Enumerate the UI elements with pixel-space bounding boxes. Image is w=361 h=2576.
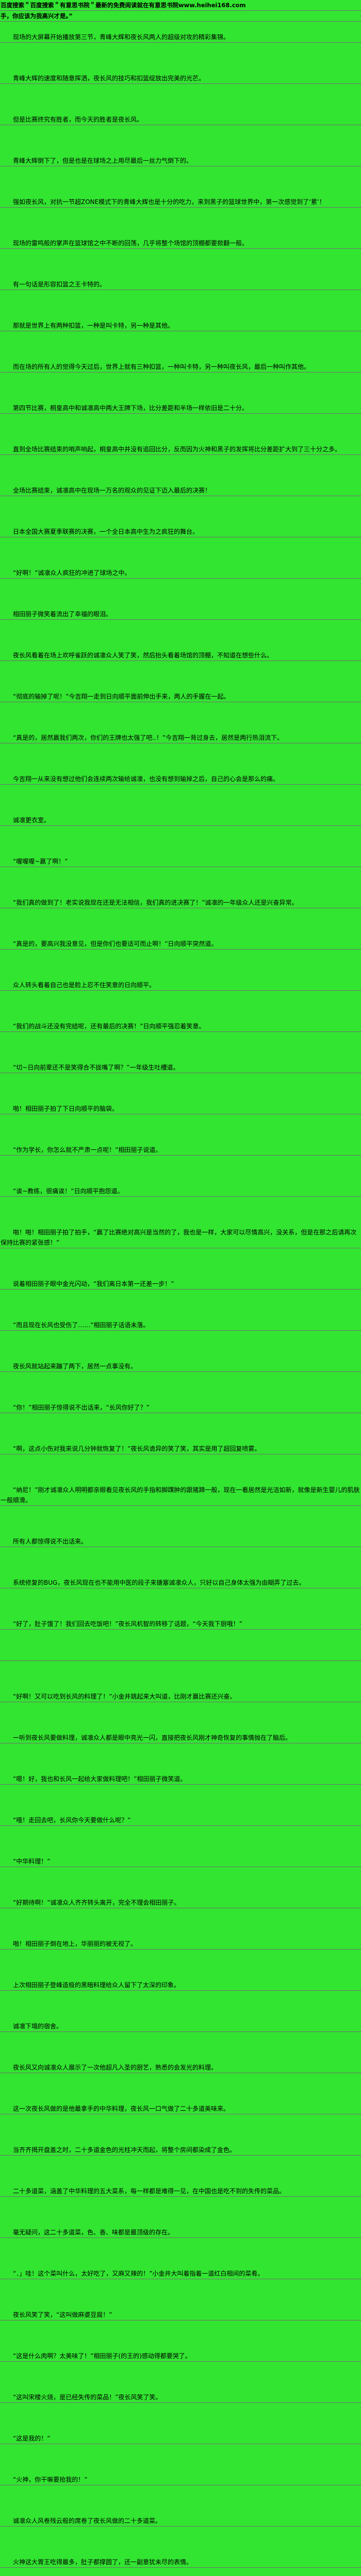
- paragraph: 现场的大屏幕开始播放第三节，青峰大辉和夜长风两人的超级对攻的精彩集锦。: [0, 32, 361, 43]
- paragraph: 系统修复的BUG，夜长风现在也不能用中医的段子来搪塞诚凛众人，只好以自己身体太强…: [0, 1578, 361, 1588]
- blank-rule: [0, 1650, 361, 1661]
- paragraph: “诶~教练，很痛诶！”日向顺平抱怨道。: [0, 1186, 361, 1197]
- paragraph: 毫无疑问，这二十多道菜，色、香、味都是最顶级的存在。: [0, 2227, 361, 2238]
- paragraph: “好了，肚子饿了！我们回去吃饭吧！”夜长风机智的转移了话题，“今天我下厨哦！”: [0, 1619, 361, 1630]
- paragraph: “我们的战斗还没有完结呢，还有最后的决赛！”日向顺平强忍着笑意。: [0, 1021, 361, 1032]
- paragraph: 相田丽子微笑着流出了幸福的眼泪。: [0, 609, 361, 620]
- paragraph: “切~日向前辈还不是笑得合不拢嘴了啊？”一年级生吐槽道。: [0, 1062, 361, 1073]
- paragraph: 有一句话是形容扣篮之王卡特的。: [0, 279, 361, 290]
- paragraph: 啪！相田丽子拍了下日向顺平的脑袋。: [0, 1104, 361, 1114]
- paragraph: 而在场的所有人的觉得今天过后，世界上就有三种扣篮，一种叫卡特，另一种叫夜长风，最…: [0, 362, 361, 372]
- paragraph: 啪！相田丽子倒在地上，华丽丽的被无视了。: [0, 1939, 361, 1950]
- promo-banner-tail: 手，你应该为我高兴才是。”: [0, 11, 361, 22]
- paragraph: “好期待啊！”诚凛众人齐齐转头离开，完全不理会相田丽子。: [0, 1897, 361, 1908]
- paragraph: “中华料理！”: [0, 1856, 361, 1867]
- paragraph: “而且现在长风也受伤了……”相田丽子话语未落。: [0, 1320, 361, 1331]
- paragraph: “好啊！又可以吃到长风的料理了！”小金井跳起来大叫道，比刚才赢比赛还兴奋。: [0, 1691, 361, 1702]
- paragraph: “我们真的做到了！老实说我现在还是无法相信，我们真的进决赛了！”诚凛的一年级众人…: [0, 897, 361, 908]
- paragraph: 那就是世界上有两种扣篮，一种是叫卡特，另一种是其他。: [0, 320, 361, 331]
- paragraph: “哦！走回去吧，长风你今天要做什么呢？”: [0, 1815, 361, 1826]
- paragraph: “作为学长，你怎么就不严肃一点呢！”相田丽子说道。: [0, 1145, 361, 1156]
- paragraph: 现场的雷鸣般的掌声在篮球馆之中不断的回荡，几乎将整个场馆的顶棚都要掀翻一般。: [0, 238, 361, 249]
- paragraph: 众人转头看着自己也是脸上忍不住笑意的日向顺平。: [0, 980, 361, 991]
- paragraph: 强如夜长风，对抗一节超ZONE模式下的青峰大辉也是十分的吃力，来到黑子的篮球世界…: [0, 197, 361, 208]
- paragraph: 夜长风就站起来蹦了两下，居然一点事没有。: [0, 1361, 361, 1372]
- paragraph: “这是什么肉啊？太美味了！”相田丽子(的王的)感动得都要哭了。: [0, 2351, 361, 2362]
- paragraph: 日本全国大赛夏季联赛的决赛，一个全日本高中生为之疯狂的舞台。: [0, 527, 361, 537]
- paragraph: 诚凛众人风卷残云般的席卷了夜长风做的二十多道菜。: [0, 2516, 361, 2527]
- paragraph: 青峰大辉的速度和随意挥洒，夜长风的技巧和扣篮绽放出完美的光芒。: [0, 73, 361, 84]
- paragraph: 二十多道菜，涵盖了中华料理的五大菜系，每一样都是难得一见，在中国也是吃不到的失传…: [0, 2186, 361, 2197]
- paragraph: “你！”相田丽子惊得说不出话来，“长风你好了？”: [0, 1402, 361, 1413]
- paragraph: 一听到夜长风要做料理，诚凛众人都是眼中亮光一闪，直接把夜长风刚才神奇恢复的事情抛…: [0, 1733, 361, 1743]
- paragraph: 啪！啪！相田丽子拍了拍手，“赢了比赛绝对高兴是当然的了，我也是一样，大家可以尽情…: [0, 1227, 361, 1248]
- paragraph: “这是我的！”: [0, 2433, 361, 2444]
- paragraph: “火神，你干嘛要抢我的！”: [0, 2475, 361, 2485]
- paragraph: 这一次夜长风做的是他最拿手的中华料理，夜长风一口气做了二十多道美味来。: [0, 2104, 361, 2114]
- paragraph: 青峰大辉倒下了，但是也是在球场之上用尽最后一丝力气倒下的。: [0, 156, 361, 166]
- paragraph: “这叫宋楼火烧，是已经失传的菜品！”夜长风笑了笑。: [0, 2392, 361, 2403]
- chapter-body: 现场的大屏幕开始播放第三节，青峰大辉和夜长风两人的超级对攻的精彩集锦。 青峰大辉…: [0, 32, 361, 2576]
- paragraph: 第四节比赛，桐皇高中和诚凛高中两大王牌下场，比分差距和半场一样依旧是二十分。: [0, 403, 361, 414]
- paragraph: 上次相田丽子登峰造极的黑暗料理给众人留下了太深的印象。: [0, 1980, 361, 1991]
- paragraph: “喔喔喔~赢了啊！”: [0, 856, 361, 867]
- paragraph: 说着相田丽子眼中金光闪动，“我们离日本第一还差一步！”: [0, 1279, 361, 1290]
- paragraph: 诚凛更衣室。: [0, 815, 361, 826]
- top-promo-banner: 百度搜索＂百度搜索＂有意思书院＂最新的免费阅读就在有意思书院www.heihei…: [0, 0, 361, 11]
- paragraph: 夜长风又向诚凛众人展示了一次他超凡入圣的厨艺，熟悉的会发光的料理。: [0, 2062, 361, 2073]
- paragraph: 诚凛下塌的宿舍。: [0, 2021, 361, 2032]
- paragraph: “嗯！好，我也和长风一起给大家做料理吧！”相田丽子微笑道。: [0, 1774, 361, 1785]
- paragraph: 当齐齐揭开盘盖之时，二十多道金色的光柱冲天而起，将整个房间都染成了金色。: [0, 2145, 361, 2156]
- paragraph: 火神这大胃王吃得最多，肚子都撑圆了，还一副意犹未尽的表情。: [0, 2557, 361, 2568]
- paragraph: “啊，这点小伤对我来说几分钟就恢复了！”夜长风诡异的笑了笑，其实是用了超回复喷雾…: [0, 1444, 361, 1454]
- paragraph: 全场比赛结束，诚凛高中在现场一万名的观众的见证下迈入最后的决赛！: [0, 485, 361, 496]
- promo-banner-text: 百度搜索＂百度搜索＂有意思书院＂最新的免费阅读就在有意思书院www.heihei…: [1, 2, 246, 9]
- paragraph: 今吉翔一从来没有想过他们会连续两次输给诚凛，也没有想到输掉之后，自己的心会是那么…: [0, 774, 361, 785]
- paragraph: “彻底的输掉了呢！”今吉翔一走到日向顺平面前伸出手来，两人的手握在一起。: [0, 691, 361, 702]
- top-spacer: [0, 22, 361, 32]
- paragraph: “．」哇！这个菜叫什么，太好吃了，又麻又辣的！”小金井大叫着指着一道红白相间的菜…: [0, 2268, 361, 2279]
- paragraph: 夜长风看着在场上欢呼雀跃的诚凛众人笑了笑，然后抬头看着场馆的顶棚，不知道在想些什…: [0, 650, 361, 661]
- paragraph: “真是的，要高兴我没意见，但是你们也要适可而止啊！”日向顺平突然道。: [0, 939, 361, 950]
- paragraph: 所有人都惊得说不出话来。: [0, 1536, 361, 1547]
- paragraph: “真是的，居然赢我们两次，你们的王牌也太强了吧..！”今吉翔一背过身去，居然是两…: [0, 733, 361, 743]
- paragraph: 直到全场比赛结束的哨声响起，桐皇高中并没有追回比分，反而因为火神和黑子的发挥将比…: [0, 444, 361, 455]
- paragraph: 夜长风笑了笑，“这叫做麻婆豆腐！”: [0, 2310, 361, 2320]
- paragraph: “好啊！”诚凛众人疯狂的冲进了球场之中。: [0, 568, 361, 579]
- paragraph: “纳尼！”刚才诚凛众人明明都亲眼看见夜长风的手指和脚踝肿的跟猪蹄一般，现在一看居…: [0, 1485, 361, 1506]
- paragraph: 但是比赛终究有胜者，而今天的胜者是夜长风。: [0, 114, 361, 125]
